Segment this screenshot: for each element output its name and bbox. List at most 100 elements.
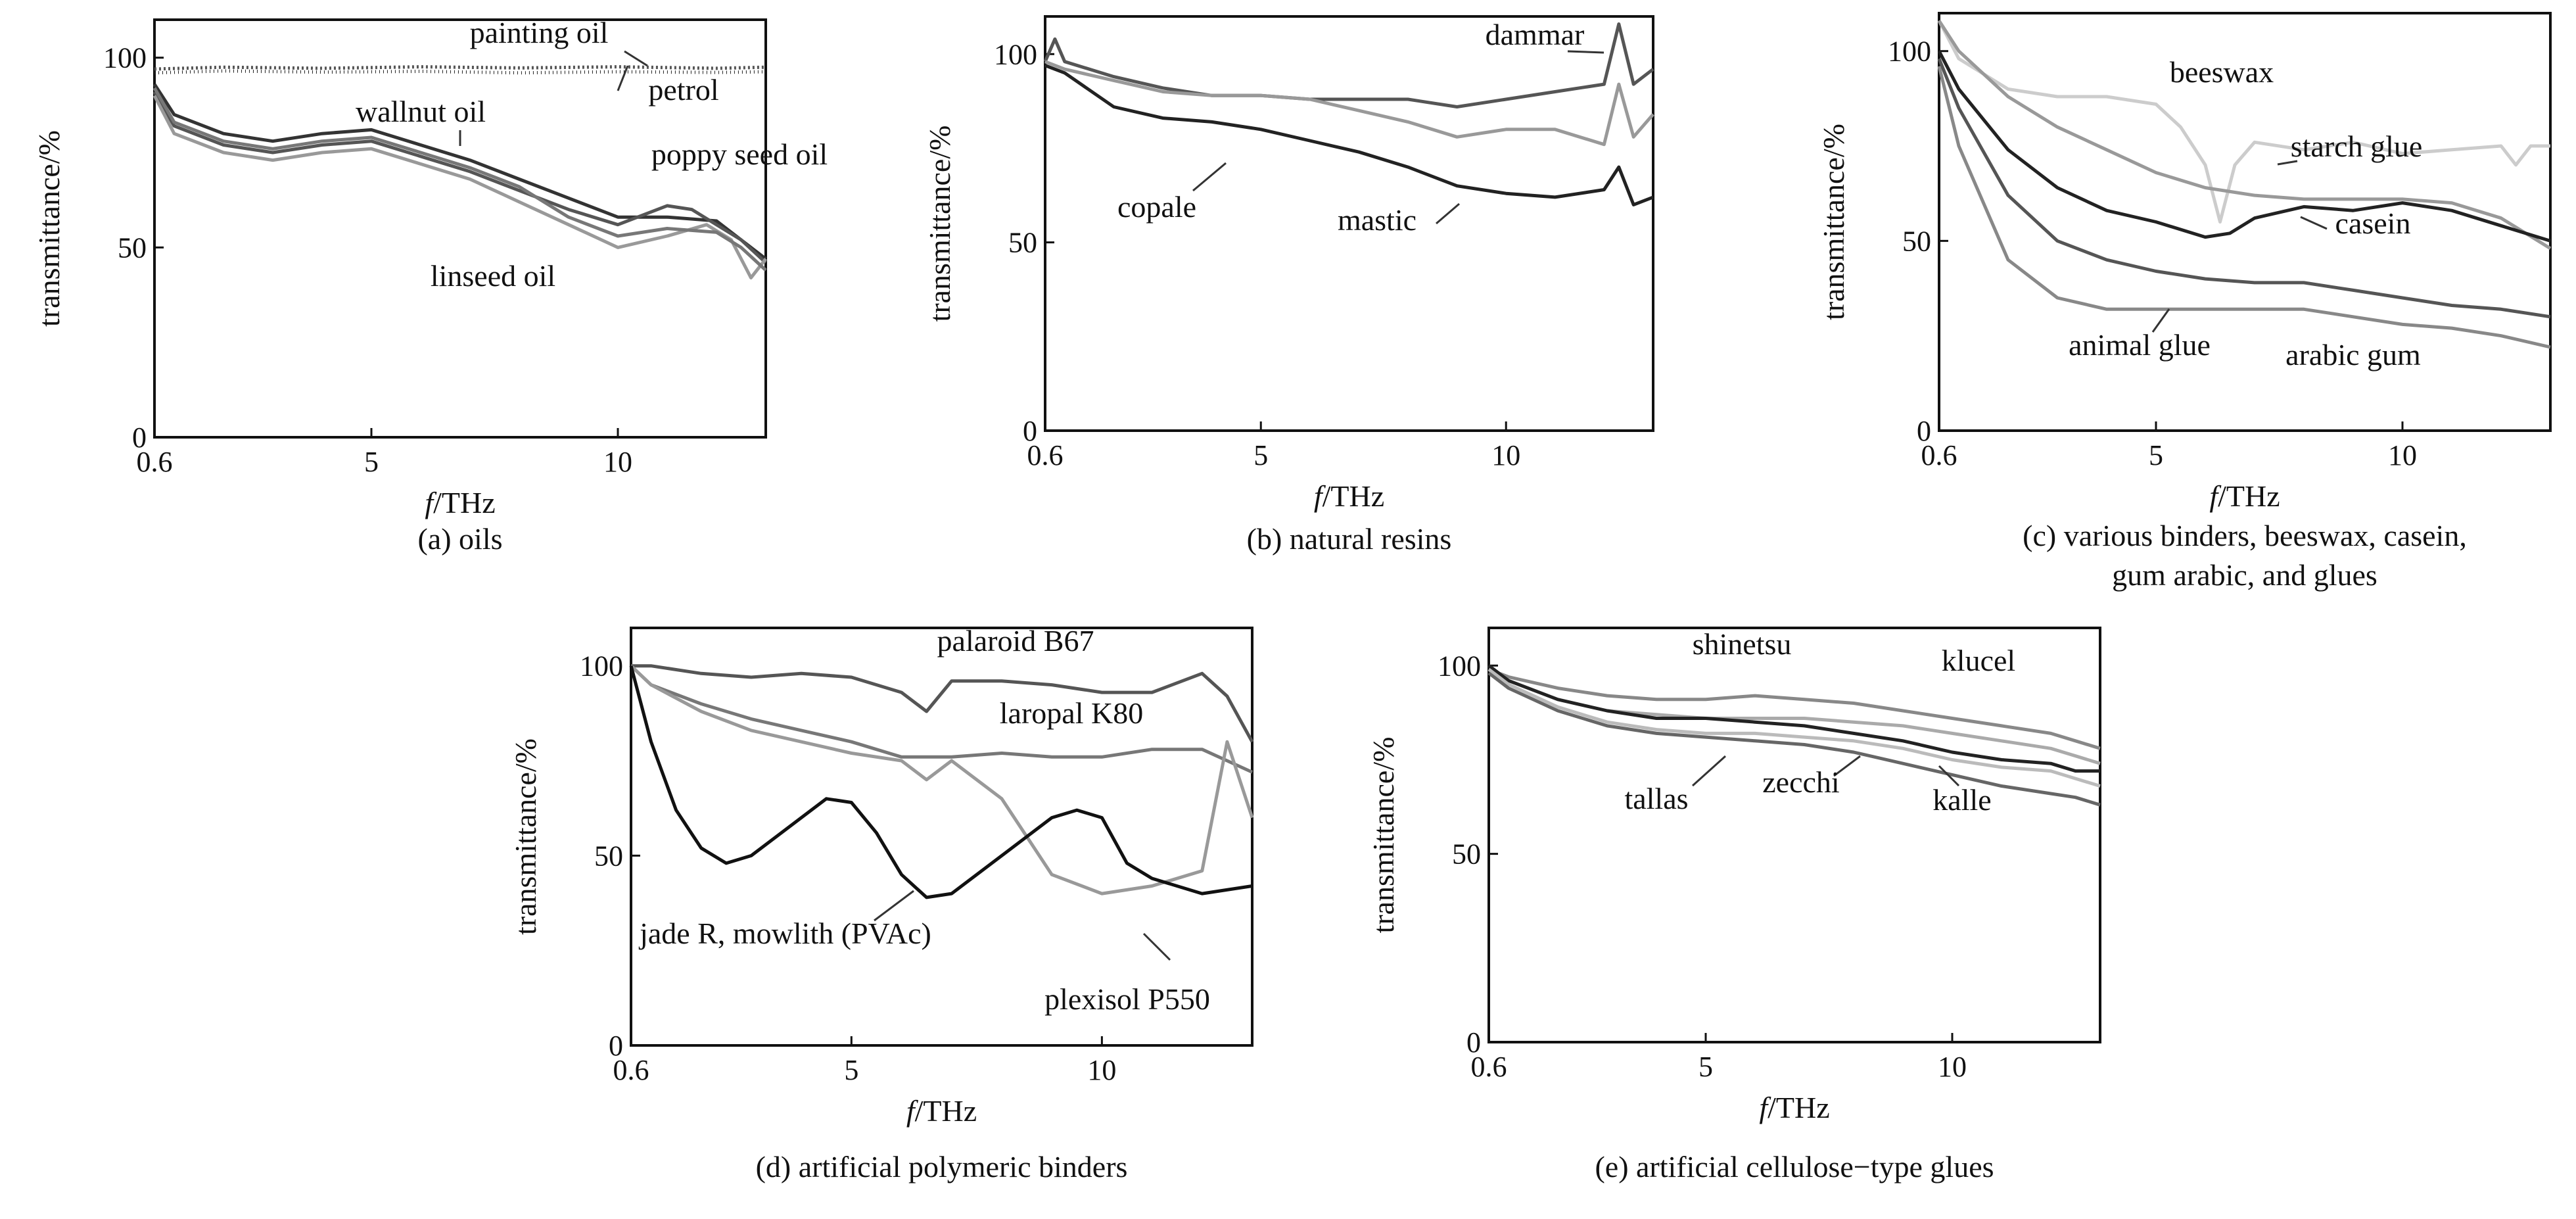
- x-tick-label: 5: [364, 446, 379, 478]
- series-line-copale: [1044, 64, 1654, 206]
- y-axis-title: transmittance/%: [509, 738, 542, 935]
- panel-caption: (c) various binders, beeswax, casein,: [2023, 519, 2467, 552]
- panel-caption: (a) oils: [417, 522, 502, 556]
- annotation-zecchi: zecchi: [1762, 765, 1839, 799]
- leader-line: [2151, 308, 2170, 333]
- annotation-kalle: kalle: [1932, 783, 1991, 817]
- series-line-animal-glue: [1937, 66, 2551, 349]
- annotation-laropal-k80: laropal K80: [1000, 696, 1143, 730]
- y-tick-label: 0: [1023, 415, 1037, 447]
- series-line-zecchi: [1487, 664, 2100, 773]
- leader-line: [617, 65, 629, 91]
- leader-line: [2300, 216, 2328, 230]
- plot-frame: [1487, 627, 2101, 1043]
- annotation-painting-oil: painting oil: [470, 16, 609, 49]
- x-tick-label: 10: [1491, 439, 1520, 471]
- x-tick-label: 10: [1087, 1054, 1116, 1086]
- leader-line: [2277, 160, 2298, 166]
- annotation-starch-glue: starch glue: [2291, 130, 2423, 163]
- y-tick-label: 0: [1917, 415, 1931, 447]
- x-tick-label: 0.6: [613, 1054, 649, 1086]
- x-tick-label: 0.6: [1027, 439, 1064, 471]
- leader-line: [1691, 755, 1727, 787]
- annotation-beeswax: beeswax: [2170, 55, 2274, 89]
- y-tick-label: 50: [594, 840, 623, 872]
- plot-frame: [153, 18, 767, 439]
- x-tick-label: 5: [1253, 439, 1268, 471]
- series-line-starch-glue: [1937, 20, 2552, 251]
- leader-line: [1436, 203, 1460, 225]
- annotation-plexisol-p550: plexisol P550: [1044, 982, 1210, 1016]
- annotation-linseed-oil: linseed oil: [431, 259, 555, 293]
- annotation-copale: copale: [1117, 190, 1196, 224]
- x-tick-label: 0.6: [1471, 1051, 1507, 1083]
- series-line-shinetsu: [1488, 667, 2101, 750]
- leader-line: [1567, 50, 1604, 54]
- annotation-arabic-gum: arabic gum: [2285, 338, 2421, 371]
- annotation-mastic: mastic: [1338, 203, 1417, 237]
- series-line-petrol: [154, 69, 766, 75]
- series-line-plexisol-p550: [630, 664, 1254, 896]
- x-axis-title: f/THz: [1759, 1091, 1829, 1124]
- series-line-dammar: [1043, 22, 1654, 108]
- y-tick-label: 100: [1888, 36, 1931, 68]
- series-line-poppy-seed-oil: [152, 91, 767, 264]
- panel-caption: (d) artificial polymeric binders: [756, 1150, 1128, 1183]
- x-tick-label: 10: [2388, 439, 2417, 471]
- series-line-jade-r-mowlith-pvac: [629, 665, 1253, 899]
- series-line-kalle: [1487, 671, 2101, 807]
- leader-line: [1192, 162, 1227, 192]
- annotation-casein: casein: [2335, 206, 2411, 240]
- y-tick-label: 100: [1438, 650, 1481, 682]
- leader-line: [1938, 765, 1960, 787]
- series-line-wallnut-oil: [152, 83, 767, 260]
- x-tick-label: 5: [844, 1054, 858, 1086]
- annotation-dammar: dammar: [1486, 18, 1585, 51]
- leader-line: [1833, 755, 1861, 777]
- plot-frame: [630, 627, 1253, 1047]
- series-line-palaroid-b67: [631, 664, 1254, 743]
- annotation-wallnut-oil: wallnut oil: [356, 95, 486, 128]
- y-tick-label: 50: [1008, 227, 1037, 259]
- x-axis-title: f/THz: [1314, 479, 1384, 513]
- y-axis-title: transmittance/%: [923, 126, 956, 322]
- annotation-poppy-seed-oil: poppy seed oil: [651, 137, 828, 171]
- y-tick-label: 0: [1466, 1026, 1481, 1059]
- series-line-laropal-k80: [630, 664, 1253, 774]
- x-tick-label: 0.6: [137, 446, 173, 478]
- plot-frame: [1938, 12, 2552, 432]
- x-tick-label: 10: [1938, 1051, 1967, 1083]
- y-tick-label: 50: [1902, 225, 1931, 257]
- y-tick-label: 100: [994, 38, 1037, 70]
- series-line-mastic: [1044, 60, 1654, 147]
- x-axis-title: f/THz: [906, 1094, 977, 1128]
- annotation-klucel: klucel: [1942, 644, 2015, 677]
- y-axis-title: transmittance/%: [1817, 124, 1850, 320]
- y-tick-label: 100: [580, 650, 623, 682]
- annotation-animal-glue: animal glue: [2069, 328, 2211, 362]
- y-tick-label: 0: [609, 1030, 623, 1062]
- series-line-tallas: [1487, 668, 2101, 788]
- series-line-casein: [1937, 50, 2551, 243]
- series-line-arabic-gum: [1937, 58, 2551, 319]
- x-axis-title: f/THz: [2209, 479, 2280, 513]
- annotation-tallas: tallas: [1624, 782, 1688, 815]
- series-line-beeswax: [1937, 20, 2550, 224]
- leader-line: [1142, 932, 1171, 961]
- x-tick-label: 10: [603, 446, 632, 478]
- panel-caption: (e) artificial cellulose−type glues: [1595, 1150, 1994, 1183]
- annotation-jade-r-mowlith-pvac: jade R, mowlith (PVAc): [638, 917, 931, 950]
- y-axis-title: transmittance/%: [32, 130, 66, 327]
- annotation-petrol: petrol: [648, 73, 718, 107]
- plot-frame: [1044, 15, 1654, 432]
- annotation-shinetsu: shinetsu: [1693, 627, 1792, 661]
- y-tick-label: 100: [103, 42, 147, 74]
- panel-caption: (b) natural resins: [1247, 522, 1452, 556]
- x-axis-title: f/THz: [425, 486, 495, 519]
- annotation-palaroid-b67: palaroid B67: [937, 624, 1094, 657]
- y-tick-label: 50: [1452, 838, 1481, 871]
